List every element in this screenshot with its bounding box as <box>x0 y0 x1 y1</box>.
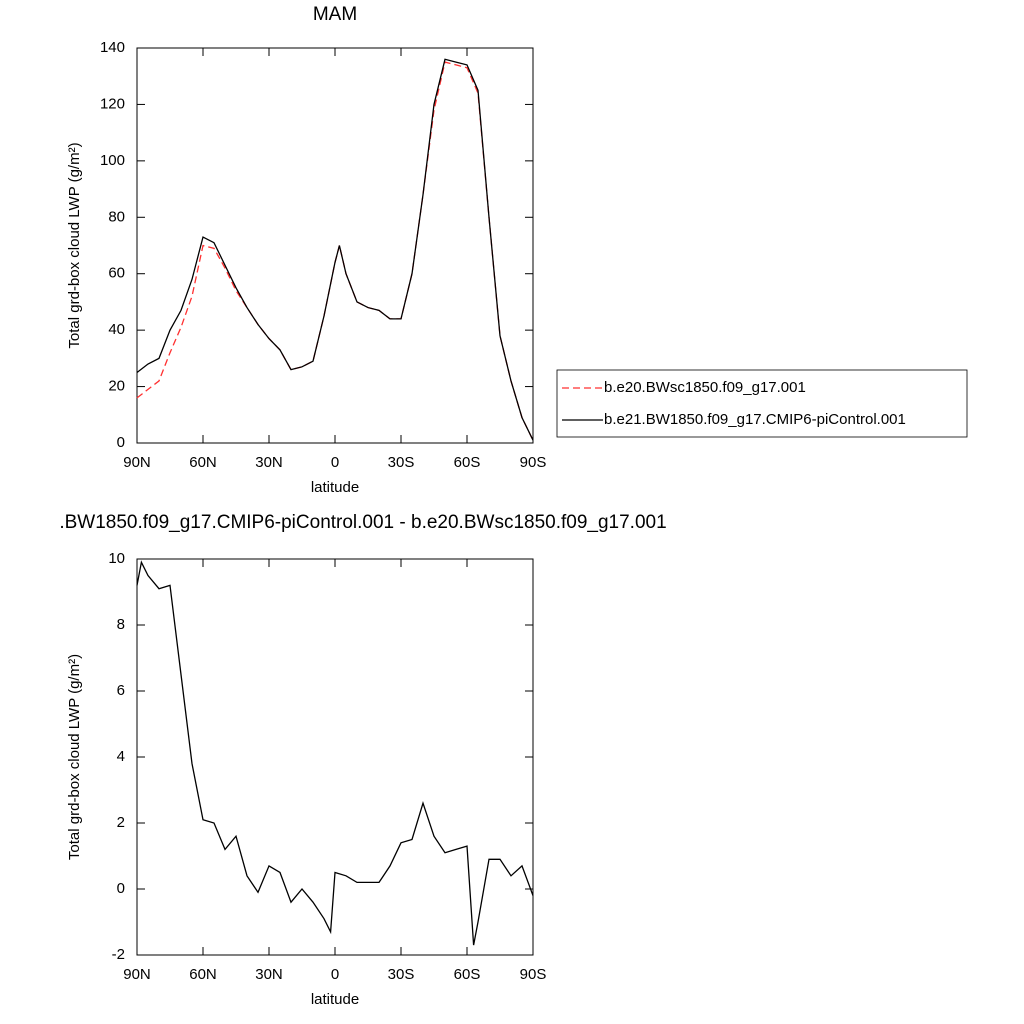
x-tick-label: 90S <box>520 454 547 471</box>
y-tick-label: 20 <box>108 378 125 395</box>
plot-frame <box>136 47 534 444</box>
x-tick-label: 30S <box>388 966 415 983</box>
x-tick-label: 60N <box>189 454 217 471</box>
x-axis-label: latitude <box>311 479 359 496</box>
plot-frame <box>136 558 534 956</box>
x-tick-label: 0 <box>331 454 339 471</box>
x-tick-label: 90N <box>123 966 151 983</box>
y-axis-label: Total grd-box cloud LWP (g/m²) <box>66 142 83 348</box>
y-tick-label: 2 <box>117 814 125 831</box>
y-tick-label: 6 <box>117 682 125 699</box>
y-axis-label: Total grd-box cloud LWP (g/m²) <box>66 654 83 860</box>
x-tick-label: 60N <box>189 966 217 983</box>
x-tick-label: 0 <box>331 966 339 983</box>
data-line <box>136 58 534 441</box>
x-tick-label: 30N <box>255 966 283 983</box>
x-tick-label: 60S <box>454 966 481 983</box>
legend-box <box>556 369 968 438</box>
legend-label: b.e20.BWsc1850.f09_g17.001 <box>604 379 806 396</box>
y-tick-label: 100 <box>100 152 125 169</box>
x-tick-label: 90S <box>520 966 547 983</box>
chart-title: .BW1850.f09_g17.CMIP6-piControl.001 - b.… <box>59 512 666 533</box>
chart-title: MAM <box>313 4 357 25</box>
data-line <box>136 61 534 441</box>
y-tick-label: 120 <box>100 95 125 112</box>
y-tick-label: 60 <box>108 265 125 282</box>
y-tick-label: -2 <box>112 946 125 963</box>
y-tick-label: 4 <box>117 748 125 765</box>
y-tick-label: 8 <box>117 616 125 633</box>
y-tick-label: 10 <box>108 550 125 567</box>
y-tick-label: 40 <box>108 321 125 338</box>
x-tick-label: 30N <box>255 454 283 471</box>
data-line <box>136 560 534 946</box>
y-tick-label: 80 <box>108 208 125 225</box>
x-axis-label: latitude <box>311 991 359 1008</box>
y-tick-label: 0 <box>117 434 125 451</box>
legend-label: b.e21.BW1850.f09_g17.CMIP6-piControl.001 <box>604 411 906 428</box>
y-tick-label: 0 <box>117 880 125 897</box>
x-tick-label: 60S <box>454 454 481 471</box>
x-tick-label: 30S <box>388 454 415 471</box>
y-tick-label: 140 <box>100 39 125 56</box>
x-tick-label: 90N <box>123 454 151 471</box>
